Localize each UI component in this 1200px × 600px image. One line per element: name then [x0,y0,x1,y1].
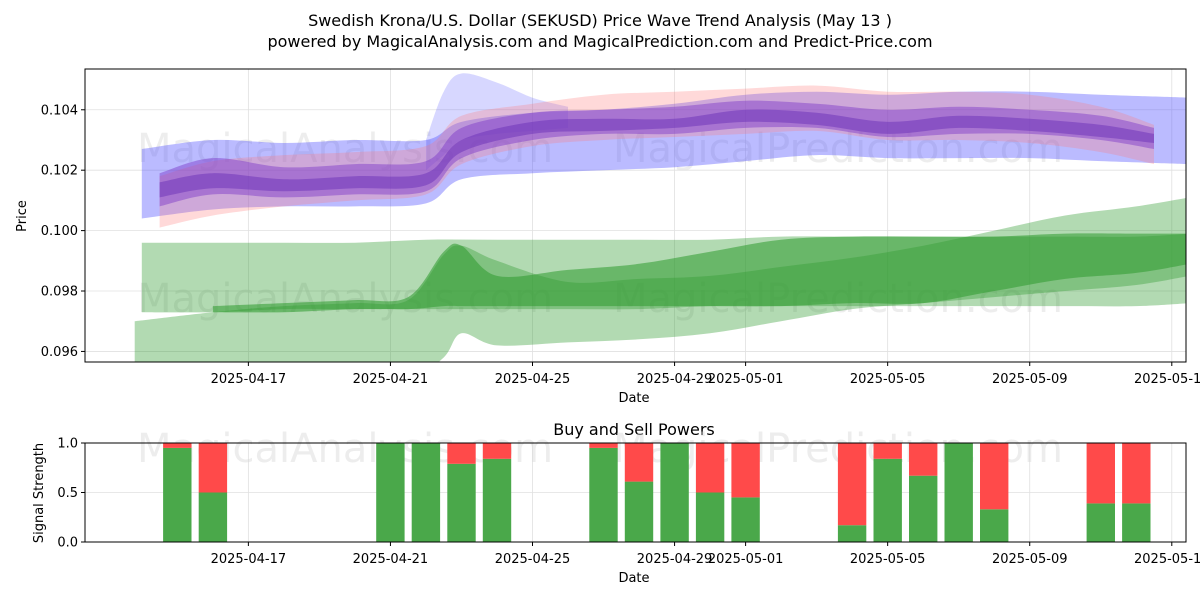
price-panel: MagicalAnalysis.com MagicalPrediction.co… [15,68,1200,406]
buy-bar [944,443,973,542]
x-tick-label: 2025-04-25 [495,372,571,387]
x-tick-label: 2025-05-09 [992,552,1068,567]
buy-bar [837,525,867,542]
sell-bar [873,443,902,459]
band-red-band [159,85,1155,228]
price-y-label: Price [15,200,30,232]
sell-bar [447,443,476,464]
x-tick-label: 2025-05-13 [1134,552,1200,567]
buy-bar [731,497,760,542]
x-tick-label: 2025-04-17 [211,552,287,567]
x-tick-label: 2025-05-05 [850,552,926,567]
power-x-label: Date [618,571,649,586]
y-tick-label: 0.104 [41,103,78,118]
sell-bar [695,443,725,493]
buy-bar [589,447,618,542]
buy-bar [660,443,689,542]
band-purple-core [159,109,1155,198]
x-tick-label: 2025-05-09 [992,372,1068,387]
power-x-ticks: 2025-04-17 2025-04-21 2025-04-25 2025-04-29… [211,542,1200,567]
sell-bar [909,443,938,476]
y-tick-label: 0.5 [57,486,78,501]
sell-bar [624,443,654,482]
sell-bar [163,443,192,448]
sell-bar [980,443,1009,510]
buy-bar [695,492,725,542]
price-axes-frame [84,68,1187,363]
sell-bar [589,443,618,448]
x-tick-label: 2025-04-29 [637,552,713,567]
power-y-label: Signal Strength [32,443,47,543]
watermark: MagicalPrediction.com [613,126,1063,172]
buy-bar [873,458,902,542]
x-tick-label: 2025-05-05 [850,372,926,387]
buy-bar [1086,503,1115,542]
price-y-ticks: 0.096 0.098 0.100 0.102 0.104 [41,103,85,360]
buy-bar [624,481,654,542]
power-title: Buy and Sell Powers [553,420,715,439]
price-x-label: Date [618,391,649,406]
buy-bar [980,509,1009,542]
buy-bar [482,458,512,542]
x-tick-label: 2025-05-01 [708,372,784,387]
x-tick-label: 2025-04-29 [637,372,713,387]
power-bars [163,443,1151,542]
buy-bar [411,443,441,542]
y-tick-label: 0.0 [57,536,78,551]
sell-bar [1122,443,1151,504]
x-tick-label: 2025-04-21 [353,372,429,387]
buy-bar [447,463,476,542]
band-blue-band-spike [426,73,568,171]
x-tick-label: 2025-04-25 [495,552,571,567]
band-green-core [212,233,1186,313]
sell-bar [198,443,228,493]
y-tick-label: 0.096 [41,345,78,360]
x-tick-label: 2025-04-21 [353,552,429,567]
sell-bar [482,443,512,459]
power-panel: Buy and Sell Powers MagicalAnalysis.com … [32,420,1200,586]
x-tick-label: 2025-05-13 [1134,372,1200,387]
y-tick-label: 0.100 [41,224,78,239]
buy-bar [163,447,192,542]
sell-bar [1086,443,1115,504]
price-bands [134,73,1186,362]
chart-title: Swedish Krona/U.S. Dollar (SEKUSD) Price… [308,11,892,30]
buy-bar [376,443,405,542]
x-tick-label: 2025-04-17 [211,372,287,387]
price-x-ticks: 2025-04-17 2025-04-21 2025-04-25 2025-04-29… [211,362,1200,387]
buy-bar [1122,503,1151,542]
y-tick-label: 0.102 [41,164,78,179]
y-tick-label: 1.0 [57,437,78,452]
y-tick-label: 0.098 [41,285,78,300]
price-grid [85,69,1186,362]
chart-subtitle: powered by MagicalAnalysis.com and Magic… [267,32,932,51]
power-y-ticks: 0.0 0.5 1.0 [57,437,85,551]
sell-bar [837,443,867,526]
sell-bar [731,443,760,498]
buy-bar [909,475,938,542]
x-tick-label: 2025-05-01 [708,552,784,567]
buy-bar [198,492,228,542]
